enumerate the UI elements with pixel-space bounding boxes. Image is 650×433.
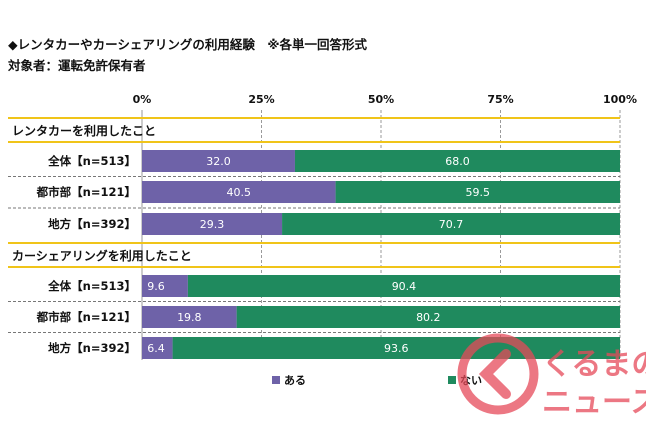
data-label-nai: 68.0 [445, 155, 470, 168]
data-label-aru: 32.0 [206, 155, 231, 168]
legend-item-aru: ある [272, 372, 306, 388]
x-tick-label: 25% [248, 93, 274, 106]
data-label-aru: 6.4 [147, 342, 165, 355]
bar-segment-aru [142, 337, 173, 359]
section-header: レンタカーを利用したこと [12, 123, 156, 138]
legend-swatch-aru [272, 376, 280, 384]
bar-segment-aru [142, 306, 237, 328]
chart-subtitle: 対象者：運転免許保有者 [8, 58, 146, 73]
bar-segment-aru [142, 275, 188, 297]
logo-ring [457, 333, 539, 415]
row-label: 地方【n=392】 [48, 341, 136, 355]
row-label: 全体【n=513】 [47, 279, 136, 293]
data-label-nai: 59.5 [466, 186, 491, 199]
kurumano-news-logo: くるまの ニュース [457, 333, 646, 420]
data-label-aru: 19.8 [177, 311, 202, 324]
row-label: 地方【n=392】 [48, 217, 136, 231]
data-label-nai: 93.6 [384, 342, 409, 355]
logo-text-line1: くるまの [542, 347, 646, 382]
row-label: 都市部【n=121】 [36, 185, 136, 199]
data-label-nai: 90.4 [392, 280, 417, 293]
x-tick-label: 75% [487, 93, 513, 106]
chart-title: ◆レンタカーやカーシェアリングの利用経験 ※各単一回答形式 [8, 37, 368, 52]
row-label: 全体【n=513】 [47, 154, 136, 168]
section-header: カーシェアリングを利用したこと [12, 248, 192, 263]
x-tick-label: 100% [603, 93, 637, 106]
bar-segment-nai [236, 306, 621, 328]
legend-label-aru: ある [284, 374, 306, 387]
bar-segment-aru [142, 213, 283, 235]
row-label: 都市部【n=121】 [36, 310, 136, 324]
logo-chevron-icon [478, 349, 511, 399]
legend-swatch-nai [448, 376, 456, 384]
data-label-aru: 9.6 [147, 280, 165, 293]
data-label-aru: 29.3 [200, 218, 225, 231]
data-label-nai: 70.7 [439, 218, 464, 231]
bar-segment-nai [282, 213, 620, 235]
bar-segment-aru [142, 150, 295, 172]
data-label-nai: 80.2 [416, 311, 441, 324]
bar-segment-nai [294, 150, 620, 172]
x-tick-label: 0% [133, 93, 152, 106]
bar-segment-nai [187, 275, 620, 297]
bar-segment-nai [335, 181, 620, 203]
logo-text-line2: ニュース [542, 385, 646, 420]
data-label-aru: 40.5 [227, 186, 252, 199]
x-tick-label: 50% [368, 93, 394, 106]
bar-segment-aru [142, 181, 336, 203]
